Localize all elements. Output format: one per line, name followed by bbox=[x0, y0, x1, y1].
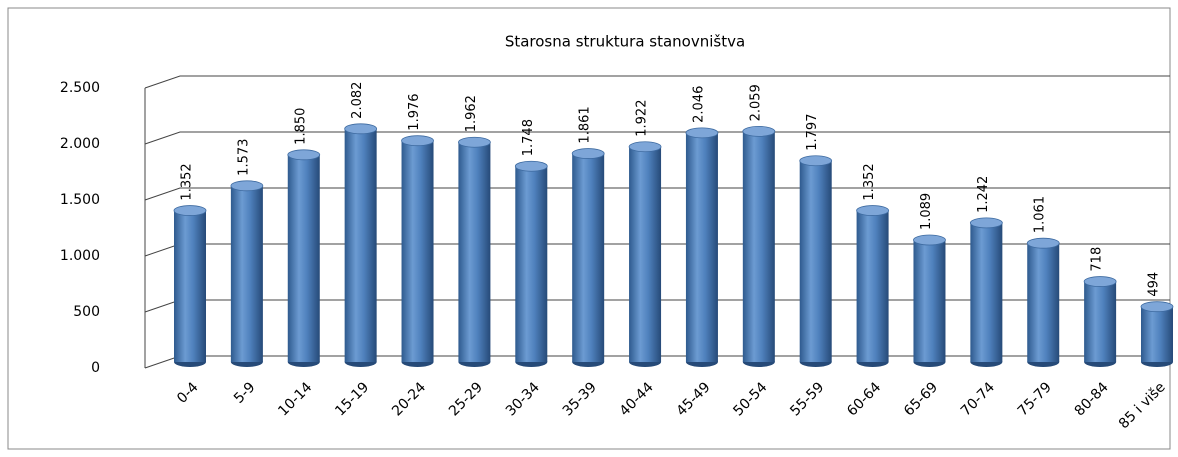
bar-cap bbox=[969, 217, 1003, 229]
bar-cap bbox=[514, 160, 548, 172]
bar-cap bbox=[173, 205, 207, 216]
bar-cap bbox=[230, 180, 264, 192]
value-label: 1.976 bbox=[407, 93, 422, 130]
y-tick-label: 1.500 bbox=[60, 192, 100, 208]
value-label: 1.352 bbox=[862, 163, 877, 200]
bar bbox=[572, 153, 605, 362]
bar bbox=[344, 128, 377, 362]
bar-cap bbox=[571, 148, 605, 159]
bar bbox=[685, 132, 718, 362]
value-label: 1.573 bbox=[236, 139, 251, 176]
bar-cap bbox=[401, 135, 434, 147]
value-label: 1.352 bbox=[180, 163, 195, 200]
grid-line bbox=[144, 131, 1170, 145]
value-label: 1.242 bbox=[976, 176, 991, 213]
bar-cap bbox=[344, 123, 378, 135]
value-label: 1.797 bbox=[805, 114, 820, 151]
value-label: 494 bbox=[1147, 272, 1162, 297]
bar bbox=[458, 142, 491, 362]
bar bbox=[287, 154, 320, 362]
bar-cap bbox=[287, 149, 321, 161]
bar bbox=[401, 140, 434, 362]
value-label: 1.922 bbox=[635, 100, 650, 137]
value-label: 1.850 bbox=[293, 108, 308, 145]
bar-cap bbox=[913, 234, 946, 246]
bar bbox=[913, 240, 946, 362]
bar bbox=[856, 210, 889, 362]
bar bbox=[742, 131, 775, 362]
bar bbox=[1141, 306, 1173, 362]
bar-cap bbox=[856, 205, 889, 216]
bar-cap bbox=[799, 155, 833, 167]
y-tick-label: 2.500 bbox=[60, 80, 100, 96]
bar bbox=[515, 166, 548, 362]
bar-cap bbox=[1140, 301, 1174, 313]
bar bbox=[1084, 281, 1117, 362]
value-label: 1.089 bbox=[919, 193, 934, 230]
bar-cap bbox=[628, 141, 662, 153]
value-label: 1.748 bbox=[521, 119, 536, 156]
bar bbox=[174, 210, 206, 362]
value-label: 1.061 bbox=[1033, 196, 1048, 233]
bar-cap bbox=[742, 125, 776, 137]
value-label: 718 bbox=[1090, 247, 1105, 272]
bar-cap bbox=[685, 127, 719, 139]
chart-title: Starosna struktura stanovništva bbox=[505, 33, 745, 51]
value-label: 2.082 bbox=[350, 82, 365, 119]
bar-cap bbox=[458, 136, 491, 148]
value-label: 1.861 bbox=[578, 106, 593, 143]
y-tick-label: 2.000 bbox=[60, 136, 100, 152]
bar-cap bbox=[1026, 237, 1060, 249]
y-tick-label: 500 bbox=[73, 304, 100, 320]
y-tick-label: 1.000 bbox=[60, 248, 100, 264]
y-tick-label: 0 bbox=[91, 360, 100, 376]
bar bbox=[1027, 243, 1060, 362]
bar bbox=[629, 146, 662, 362]
bar bbox=[970, 222, 1003, 362]
value-label: 1.962 bbox=[464, 95, 479, 132]
grid-line bbox=[144, 75, 1170, 89]
bar bbox=[230, 185, 263, 362]
value-label: 2.046 bbox=[691, 86, 706, 123]
value-label: 2.059 bbox=[748, 84, 763, 121]
bar-cap bbox=[1083, 276, 1117, 287]
bar bbox=[799, 160, 832, 362]
grid-line bbox=[144, 187, 1170, 201]
